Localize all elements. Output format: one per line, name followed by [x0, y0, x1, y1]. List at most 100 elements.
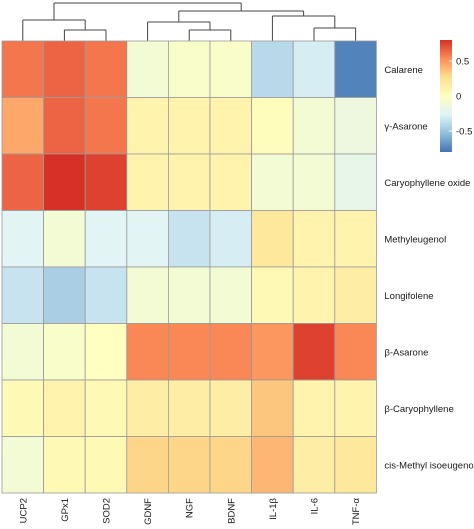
heatmap-cell-longifolene-il-6	[292, 266, 336, 324]
heatmap-cell-longifolene-ngf	[167, 266, 211, 324]
column-label-gdnf: GDNF	[143, 498, 154, 525]
column-label-ngf: NGF	[185, 498, 196, 518]
column-label-tnf: TNF-α	[351, 497, 362, 525]
heatmap-cell-cis-methyl-isoeugenol-bdnf	[209, 436, 252, 494]
column-labels: UCP2 GPx1 SOD2 GDNF NGF BDNF IL-1β IL-6 TNF-α	[18, 497, 362, 525]
row-label-longifolene: Longifolene	[384, 291, 433, 302]
heatmap-cell-cis-methyl-isoeugenol-gdnf	[126, 436, 169, 494]
heatmap-cell-asarone-ucp2	[1, 97, 44, 155]
heatmap-cell-caryophyllene-tnf	[334, 379, 377, 437]
row-label-calarene: Calarene	[384, 65, 423, 76]
column-label-sod2: SOD2	[102, 498, 113, 524]
heatmap-cell-cis-methyl-isoeugenol-ucp2	[1, 436, 44, 494]
heatmap-cell-caryophyllene-ucp2	[1, 379, 44, 437]
column-label-bdnf: BDNF	[226, 498, 237, 524]
heatmap-cell-longifolene-il-1	[251, 266, 294, 324]
column-label-il-1: IL-1β	[268, 497, 279, 519]
heatmap-cell-asarone-sod2	[84, 323, 128, 381]
heatmap-cell-calarene-ucp2	[1, 40, 44, 98]
heatmap-cells	[1, 40, 377, 494]
color-legend-bar	[440, 40, 452, 152]
heatmap-cell-caryophyllene-gdnf	[126, 379, 169, 437]
heatmap-cell-caryophyllene-oxide-sod2	[84, 153, 128, 211]
heatmap-cell-asarone-il-1	[251, 97, 294, 155]
column-dendrogram	[22, 2, 357, 41]
heatmap-cell-longifolene-gdnf	[126, 266, 169, 324]
heatmap-cell-asarone-gpx1	[43, 323, 86, 381]
heatmap-cell-caryophyllene-oxide-ngf	[167, 153, 211, 211]
heatmap-cell-methyleugenol-gdnf	[126, 210, 169, 268]
row-label-asarone: β-Asarone	[384, 347, 428, 358]
heatmap-cell-caryophyllene-sod2	[84, 379, 128, 437]
row-labels: Calarene γ-Asarone Caryophyllene oxide Meth…	[384, 65, 474, 472]
heatmap-cell-methyleugenol-il-6	[292, 210, 336, 268]
heatmap-cell-calarene-gpx1	[43, 40, 86, 98]
heatmap-cell-cis-methyl-isoeugenol-il-6	[292, 436, 336, 494]
heatmap-cell-cis-methyl-isoeugenol-sod2	[84, 436, 128, 494]
heatmap-cell-caryophyllene-oxide-gdnf	[126, 153, 169, 211]
heatmap-cell-caryophyllene-oxide-bdnf	[209, 153, 252, 211]
heatmap-cell-longifolene-bdnf	[209, 266, 252, 324]
heatmap-cell-asarone-gdnf	[126, 97, 169, 155]
heatmap-cell-methyleugenol-tnf	[334, 210, 377, 268]
heatmap-cell-asarone-ngf	[167, 323, 211, 381]
heatmap-cell-calarene-ngf	[167, 40, 211, 98]
heatmap-cell-asarone-bdnf	[209, 97, 252, 155]
heatmap-cell-longifolene-gpx1	[43, 266, 86, 324]
color-legend: 0.5 0 -0.5	[440, 40, 472, 152]
heatmap-cell-asarone-il-6	[292, 97, 336, 155]
row-label-cis-methyl-isoeugenol: cis-Methyl isoeugenol	[384, 460, 474, 471]
column-label-gpx1: GPx1	[60, 498, 71, 522]
legend-tick-label-0-5: 0.5	[456, 57, 469, 68]
heatmap-cell-methyleugenol-ngf	[167, 210, 211, 268]
heatmap-cell-caryophyllene-oxide-gpx1	[43, 153, 86, 211]
heatmap-cell-longifolene-tnf	[334, 266, 377, 324]
heatmap-cell-asarone-il-6	[292, 323, 336, 381]
row-label-asarone: γ-Asarone	[384, 121, 427, 132]
heatmap-cell-caryophyllene-oxide-il-1	[251, 153, 294, 211]
heatmap-cell-cis-methyl-isoeugenol-il-1	[251, 436, 294, 494]
heatmap-cell-calarene-sod2	[84, 40, 128, 98]
heatmap-cell-calarene-tnf	[334, 40, 377, 98]
heatmap-cell-asarone-sod2	[84, 97, 128, 155]
heatmap-cell-asarone-tnf	[334, 323, 377, 381]
heatmap-cell-longifolene-ucp2	[1, 266, 44, 324]
heatmap-cell-caryophyllene-oxide-il-6	[292, 153, 336, 211]
heatmap-cell-asarone-gdnf	[126, 323, 169, 381]
legend-tick-label-0: 0	[456, 92, 461, 103]
heatmap-cell-caryophyllene-bdnf	[209, 379, 252, 437]
heatmap-cell-caryophyllene-ngf	[167, 379, 211, 437]
legend-tick-label-0-5: -0.5	[456, 127, 472, 138]
heatmap-cell-asarone-gpx1	[43, 97, 86, 155]
heatmap-cell-asarone-il-1	[251, 323, 294, 381]
heatmap-cell-caryophyllene-il-6	[292, 379, 336, 437]
heatmap-cell-methyleugenol-gpx1	[43, 210, 86, 268]
column-label-il-6: IL-6	[310, 498, 321, 514]
heatmap-cell-methyleugenol-il-1	[251, 210, 294, 268]
heatmap-cell-asarone-bdnf	[209, 323, 252, 381]
heatmap-cell-cis-methyl-isoeugenol-ngf	[167, 436, 211, 494]
heatmap-cell-calarene-bdnf	[209, 40, 252, 98]
heatmap-cell-methyleugenol-sod2	[84, 210, 128, 268]
heatmap-cell-methyleugenol-ucp2	[1, 210, 44, 268]
color-legend-ticks: 0.5 0 -0.5	[449, 57, 472, 138]
heatmap-cell-asarone-tnf	[334, 97, 377, 155]
heatmap-cell-caryophyllene-gpx1	[43, 379, 86, 437]
heatmap-cell-cis-methyl-isoeugenol-tnf	[334, 436, 377, 494]
heatmap-cell-caryophyllene-il-1	[251, 379, 294, 437]
heatmap-cell-asarone-ngf	[167, 97, 211, 155]
heatmap-cell-caryophyllene-oxide-ucp2	[1, 153, 44, 211]
heatmap-cell-calarene-gdnf	[126, 40, 169, 98]
column-label-ucp2: UCP2	[18, 498, 29, 523]
heatmap-cell-caryophyllene-oxide-tnf	[334, 153, 377, 211]
heatmap-cell-asarone-ucp2	[1, 323, 44, 381]
heatmap-cell-longifolene-sod2	[84, 266, 128, 324]
row-label-caryophyllene: β-Caryophyllene	[384, 404, 453, 415]
row-label-caryophyllene-oxide: Caryophyllene oxide	[384, 178, 470, 189]
row-label-methyleugenol: Methyleugenol	[384, 234, 446, 245]
heatmap-cell-methyleugenol-bdnf	[209, 210, 252, 268]
heatmap-cell-cis-methyl-isoeugenol-gpx1	[43, 436, 86, 494]
heatmap-cell-calarene-il-6	[292, 40, 336, 98]
heatmap-cell-calarene-il-1	[251, 40, 294, 98]
